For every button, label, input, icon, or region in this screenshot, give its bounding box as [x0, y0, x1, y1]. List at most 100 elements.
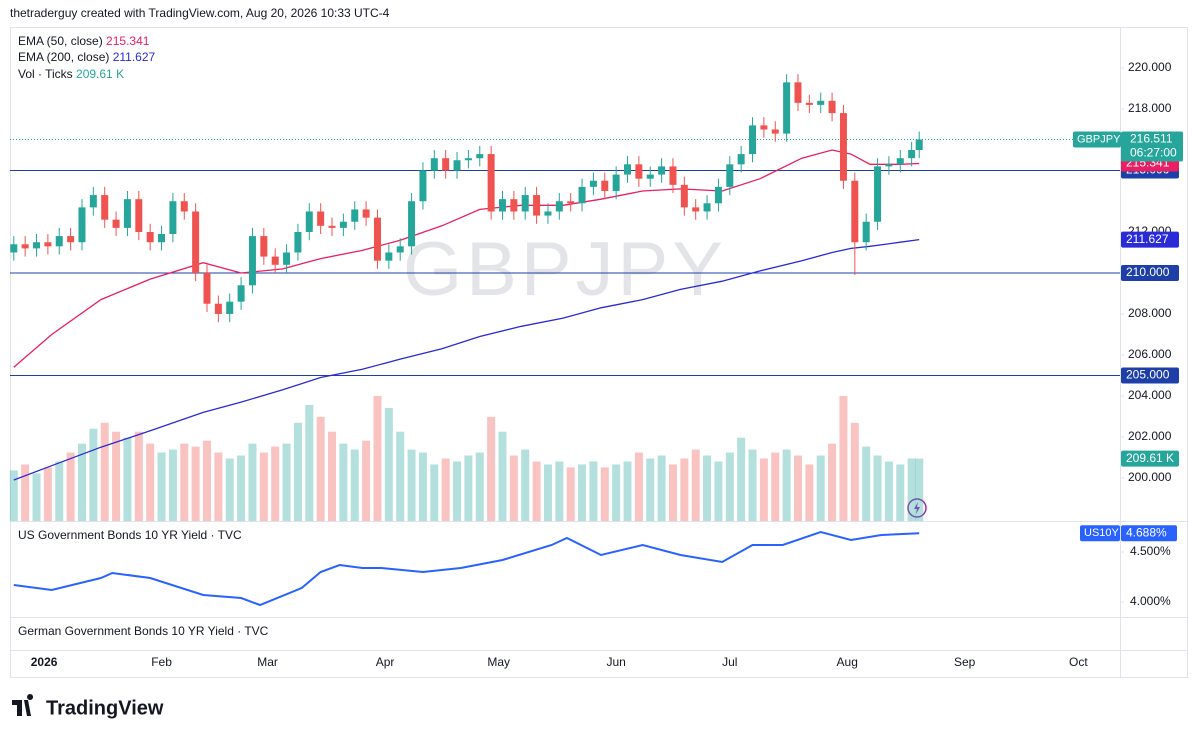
candle-body [805, 102, 813, 105]
volume-bar [339, 443, 348, 521]
volume-bar [362, 440, 371, 521]
candle-body [817, 100, 825, 105]
volume-bar [828, 443, 837, 521]
candle-body [44, 242, 52, 247]
volume-bar [123, 437, 132, 521]
volume-bar [896, 464, 905, 521]
volume-bar [396, 431, 405, 521]
candle-body [453, 160, 461, 171]
y-tick-label: 202.000 [1128, 429, 1172, 443]
legend-value: 215.341 [106, 34, 150, 48]
candle-body [589, 180, 597, 187]
volume-bar [612, 464, 621, 521]
candle-body [305, 211, 313, 232]
y-tick-label: 206.000 [1128, 347, 1172, 361]
volume-bar [657, 455, 666, 521]
candle-body [362, 209, 370, 218]
legend-name: Vol · Ticks [18, 67, 73, 81]
x-tick-label: Sep [954, 655, 976, 669]
volume-bar [407, 449, 416, 521]
candle-body [635, 164, 643, 179]
candle-body [123, 199, 131, 228]
volume-bar [509, 455, 518, 521]
volume-bar [543, 464, 552, 521]
volume-bar [100, 422, 109, 521]
candle-body [737, 154, 745, 165]
candle-body [521, 195, 529, 212]
candle-body [487, 154, 495, 212]
x-tick-label: Feb [151, 655, 172, 669]
volume-bar [441, 458, 450, 521]
volume-bar [487, 416, 496, 521]
x-tick-label: Aug [837, 655, 858, 669]
candle-body [112, 219, 120, 228]
yield-value: 4.688% [1126, 525, 1167, 539]
volume-bar [521, 449, 530, 521]
legend-entry: EMA (200, close) 211.627 [18, 50, 156, 64]
volume-bar [748, 449, 757, 521]
volume-bar [134, 431, 143, 521]
candle-body [373, 217, 381, 261]
candle-body [351, 209, 359, 222]
candle-body [851, 180, 859, 243]
legend-name: EMA (50, close) [18, 34, 103, 48]
volume-bar [646, 458, 655, 521]
volume-bar [202, 440, 211, 521]
candle-body [260, 236, 268, 257]
candle-body [430, 158, 438, 171]
candle-body [78, 207, 86, 243]
symbol-tag-bg [1073, 131, 1121, 148]
candle-body [248, 236, 256, 286]
candle-body [544, 211, 552, 216]
candle-body [67, 236, 75, 243]
ema-line [13, 149, 920, 368]
volume-bar [771, 452, 780, 521]
y-tick-label: 204.000 [1128, 388, 1172, 402]
header: thetraderguy created with TradingView.co… [10, 6, 390, 20]
ema-tag-bg [1121, 231, 1179, 248]
level-tag-bg [1121, 367, 1179, 384]
candle-body [578, 186, 586, 204]
price-tag: 216.511 [1130, 132, 1173, 146]
candle-body [237, 285, 245, 302]
volume-bar [464, 455, 473, 521]
volume-bar [725, 452, 734, 521]
volume-bar [21, 464, 30, 521]
volume-bar [168, 449, 177, 521]
volume-bar [498, 431, 507, 521]
candle-body [33, 242, 41, 249]
volume-bar [839, 396, 848, 521]
candle-body [283, 252, 291, 265]
candle-body [658, 166, 666, 175]
volume-bar [32, 473, 41, 521]
volume-bar [737, 437, 746, 521]
candle-body [135, 199, 143, 232]
x-tick-label: Oct [1069, 655, 1088, 669]
volume-bar [305, 404, 314, 521]
legend-value: 209.61 K [76, 67, 124, 81]
candle-body [760, 125, 768, 130]
volume-bar [180, 443, 189, 521]
yield-value-bg [1121, 525, 1177, 542]
volume-bar [623, 461, 632, 521]
volume-bar [873, 455, 882, 521]
candle-body [55, 236, 63, 247]
lightning-icon [907, 498, 927, 518]
candle-body [10, 244, 18, 253]
volume-bar [475, 452, 484, 521]
candle-body [385, 252, 393, 261]
frame [10, 27, 1188, 678]
volume-bar [668, 464, 677, 521]
candle-body [908, 149, 916, 159]
legend-name: EMA (200, close) [18, 50, 109, 64]
candle-body [169, 201, 177, 235]
y-tick-label: 200.000 [1128, 470, 1172, 484]
candle-body [464, 158, 472, 161]
volume-bar [146, 443, 155, 521]
candle-body [726, 164, 734, 187]
candle-body [692, 207, 700, 212]
volume-bar [112, 431, 121, 521]
candle-body [749, 125, 757, 155]
volume-bar [9, 470, 18, 521]
